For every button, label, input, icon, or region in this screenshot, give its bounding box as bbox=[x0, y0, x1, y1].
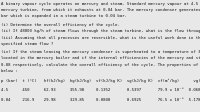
Text: below :: below : bbox=[1, 68, 18, 72]
Text: located in the mercury boiler and if the internal efficiencies of the mercury an: located in the mercury boiler and if the… bbox=[1, 56, 200, 60]
Text: (iv) If the steam leaving the mercury condenser is superheated to a temperature : (iv) If the steam leaving the mercury co… bbox=[1, 50, 200, 54]
Text: A binary vapour cycle operates on mercury and steam. Standard mercury vapour at : A binary vapour cycle operates on mercur… bbox=[1, 2, 200, 6]
Text: 4.5      450      62.93      355.98     0.1352       0.5397       79.9 x 10⁻⁶  0: 4.5 450 62.93 355.98 0.1352 0.5397 79.9 … bbox=[1, 87, 200, 91]
Text: mercury turbine, from which it exhausts at 0.04 bar. The mercury condenser gener: mercury turbine, from which it exhausts … bbox=[1, 8, 200, 12]
Text: specified steam flow ?: specified steam flow ? bbox=[1, 42, 53, 46]
Text: 0.88 respectively, calculate the overall efficiency of the cycle. The properties: 0.88 respectively, calculate the overall… bbox=[1, 62, 200, 66]
Text: 0.04     216.9    29.98      329.85     0.0808       0.6925       76.5 x 10⁻⁶  5: 0.04 216.9 29.98 329.85 0.0808 0.6925 76… bbox=[1, 97, 200, 101]
Text: p (bar)  t (°C)   hf(kJ/kg)  hg(kJ/kg)  sf(kJ/kg K)  sg(kJ/kg K)  vf(m³/kg)     : p (bar) t (°C) hf(kJ/kg) hg(kJ/kg) sf(kJ… bbox=[1, 78, 200, 82]
Text: (i) Determine the overall efficiency of the cycle.: (i) Determine the overall efficiency of … bbox=[1, 22, 120, 26]
Text: bar which is expanded in a steam turbine to 0.04 bar.: bar which is expanded in a steam turbine… bbox=[1, 14, 127, 18]
Text: (ii) If 48000 kg/h of steam flows through the steam turbine, what is the flow th: (ii) If 48000 kg/h of steam flows throug… bbox=[1, 29, 200, 32]
Text: (iii) Assuming that all processes are reversible, what is the useful work done i: (iii) Assuming that all processes are re… bbox=[1, 36, 200, 40]
